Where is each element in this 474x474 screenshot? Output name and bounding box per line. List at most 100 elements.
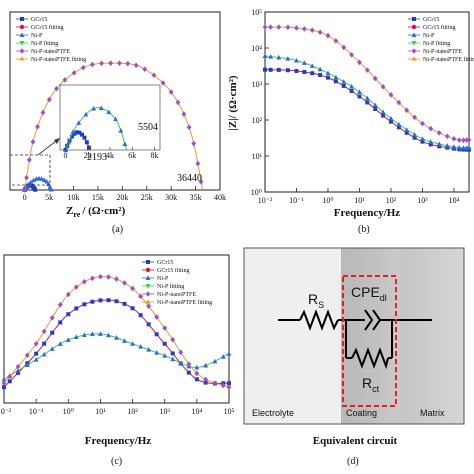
panel-b-point-ni-p-nanoptfe: [268, 24, 274, 30]
panel-a: 0 5k 10k 15k 20k 25k 30k 35k 40k 0 2k 4k 6k 8k 36440…: [9, 11, 226, 235]
panel-c-point-ni-p: [114, 335, 119, 340]
panel-a-point-ni-p-nanoptfe: [62, 77, 68, 83]
panel-a-xlabel-main: Z: [66, 205, 73, 217]
panel-b-point-ni-p: [466, 145, 472, 150]
panel-c-point-ni-p-nanoptfe: [73, 284, 79, 290]
circuit-title: Equivalent circuit: [313, 435, 398, 447]
panel-b-point-ni-p: [461, 145, 466, 150]
panel-a-point-ni-p-nanoptfe: [46, 96, 52, 103]
matrix-region: [401, 248, 464, 424]
panel-b-point-ni-p: [349, 83, 355, 89]
cpe-label-main: CPE: [351, 284, 380, 300]
panel-c-point-gcr15: [154, 332, 159, 337]
panel-b-point-ni-p: [372, 102, 378, 108]
panel-a-point-ni-p-nanoptfe: [26, 157, 32, 163]
panel-c-point-ni-p: [65, 337, 71, 342]
panel-b-point-ni-p: [444, 143, 450, 148]
legend-label-ni-p: Ni-P: [423, 33, 435, 39]
panel-b-xtick-label-1: 10⁻¹: [289, 196, 304, 205]
panel-b-point-ni-p-nanoptfe: [372, 75, 378, 82]
panel-c-point-gcr15: [16, 370, 21, 375]
panel-a-fit-ni-p-nanoptfe: [24, 62, 204, 191]
panel-b-point-ni-p: [285, 56, 291, 61]
panel-a-xtick-label-8: 40k: [214, 193, 226, 202]
panel-c-point-ni-p: [73, 334, 79, 340]
panel-c-xtick-label-2: 10⁰: [63, 407, 74, 416]
cpe-label: CPEdl: [351, 284, 387, 303]
legend-marker-ni-p-nanoptfe-fitting: [145, 299, 151, 304]
panel-b-point-gcr15: [428, 142, 433, 147]
panel-c-point-gcr15: [138, 313, 143, 318]
panel-b-point-ni-p-nanoptfe: [461, 137, 466, 144]
panel-c-point-gcr15: [2, 385, 6, 390]
panel-c-xtick-label-1: 10⁻¹: [29, 407, 44, 416]
panel-c-point-ni-p-nanoptfe: [114, 276, 119, 282]
panel-b-point-ni-p: [262, 53, 268, 58]
panel-c-point-ni-p-nanoptfe: [146, 303, 152, 309]
panel-c-point-ni-p-nanoptfe: [220, 382, 226, 389]
panel-a-point-ni-p-nanoptfe: [195, 160, 201, 167]
panel-c-xtick-label-7: 10⁵: [224, 407, 235, 416]
panel-b-point-ni-p: [436, 141, 442, 147]
panel-b-point-ni-p-nanoptfe: [325, 32, 331, 39]
panel-b-point-ni-p-nanoptfe: [276, 24, 282, 30]
panel-b-point-gcr15: [420, 139, 425, 144]
panel-a-point-ni-p-nanoptfe: [160, 80, 166, 86]
annotation-36440: 36440: [177, 173, 202, 184]
legend-label-ni-p-nanoptfe: Ni-P-nanoPTFE: [157, 292, 196, 298]
panel-a-frame: [9, 11, 221, 191]
panel-b-point-gcr15: [333, 79, 338, 84]
panel-c-point-ni-p-nanoptfe: [49, 314, 55, 321]
panel-b-point-ni-p-nanoptfe: [262, 24, 268, 30]
legend-marker-ni-p-nanoptfe: [411, 48, 417, 54]
panel-c-point-ni-p: [24, 362, 30, 367]
panel-c-point-ni-p: [122, 338, 127, 343]
panel-b-xtick-label-6: 10⁴: [449, 196, 460, 205]
panel-b-point-gcr15: [285, 68, 290, 73]
panel-b-point-ni-p: [325, 70, 331, 76]
panel-b-point-gcr15: [268, 67, 273, 72]
panel-b-point-ni-p: [388, 115, 394, 121]
panel-c-point-ni-p: [226, 351, 232, 356]
panel-b-point-gcr15: [310, 71, 315, 76]
panel-b-point-ni-p: [333, 74, 339, 80]
panel-b-point-ni-p-nanoptfe: [466, 137, 472, 143]
panel-c-point-ni-p: [106, 332, 111, 338]
legend-marker-gcr15: [146, 260, 150, 264]
electrolyte-region: [244, 248, 341, 424]
panel-b-point-gcr15: [445, 145, 450, 150]
panel-a-xtick-label-4: 20k: [116, 193, 128, 202]
inset-point-ni-p: [76, 120, 82, 125]
region-matrix-label: Matrix: [420, 408, 445, 418]
panel-c-point-ni-p-nanoptfe: [41, 328, 47, 335]
panel-b-point-ni-p: [404, 127, 410, 132]
rct-label-sub: ct: [372, 384, 380, 394]
panel-c-point-ni-p-nanoptfe: [81, 278, 87, 285]
panel-b-point-ni-p-nanoptfe: [294, 25, 299, 31]
panel-b-point-ni-p-nanoptfe: [436, 130, 442, 136]
legend-marker-ni-p-fitting: [411, 41, 417, 46]
panel-b-point-gcr15: [318, 73, 323, 78]
annotation-5504: 5504: [138, 122, 158, 133]
panel-b-point-ni-p-nanoptfe: [428, 125, 434, 132]
panel-c-point-gcr15: [130, 306, 135, 311]
panel-c-point-ni-p: [33, 356, 39, 362]
inset-point-gcr15: [86, 145, 91, 150]
panel-b-point-ni-p: [309, 63, 315, 68]
legend-marker-gcr15: [412, 17, 416, 21]
panel-b-point-ni-p: [357, 89, 362, 94]
panel-b-point-ni-p-nanoptfe: [349, 52, 355, 58]
panel-c-point-ni-p-nanoptfe: [7, 373, 13, 380]
legend-marker-gcr15-fitting: [145, 267, 151, 273]
panel-b-point-ni-p-nanoptfe: [396, 99, 402, 106]
panel-a-point-ni-p-nanoptfe: [22, 187, 28, 193]
panel-c-point-ni-p-nanoptfe: [154, 314, 160, 320]
panel-b-point-gcr15: [396, 125, 401, 130]
panel-a-point-ni-p-nanoptfe: [142, 66, 148, 72]
legend-marker-ni-p-fitting: [145, 284, 151, 289]
panel-c-point-ni-p-nanoptfe: [138, 293, 144, 300]
panel-c-point-gcr15: [98, 298, 103, 303]
